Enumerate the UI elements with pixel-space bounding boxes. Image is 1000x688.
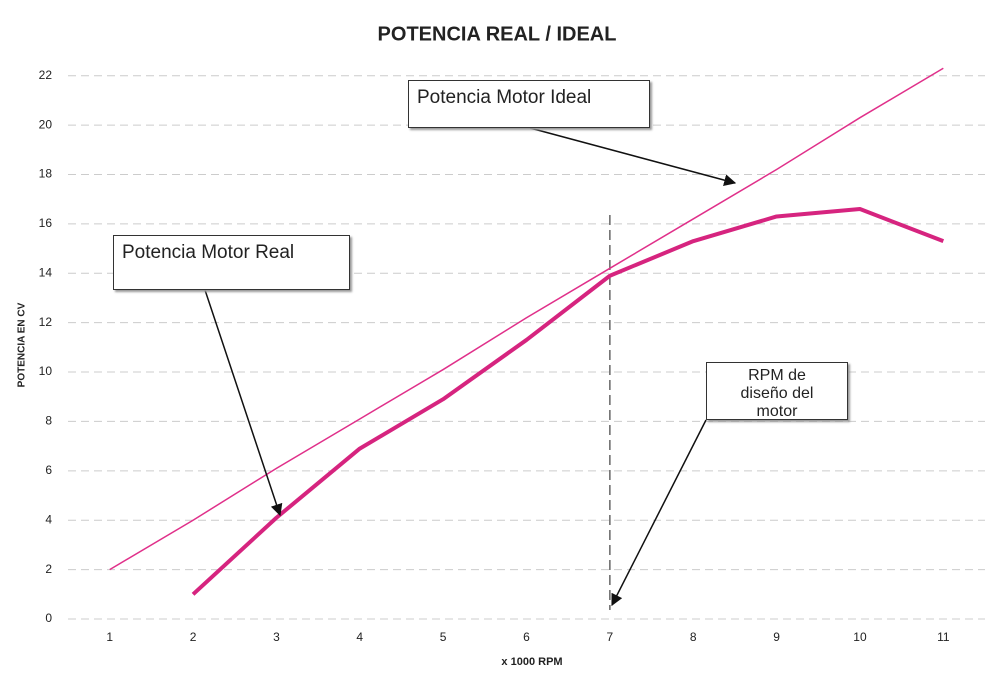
y-tick-label: 10 — [39, 364, 53, 378]
y-tick-label: 20 — [39, 117, 53, 131]
y-tick-label: 22 — [39, 68, 53, 82]
y-tick-label: 2 — [45, 562, 52, 576]
x-tick-label: 6 — [523, 630, 530, 644]
series-line — [109, 67, 944, 571]
x-tick-label: 5 — [440, 630, 447, 644]
y-tick-label: 14 — [39, 265, 53, 279]
y-tick-label: 0 — [45, 611, 52, 625]
x-tick-label: 7 — [607, 630, 614, 644]
x-tick-label: 11 — [937, 630, 950, 644]
y-tick-label: 18 — [39, 167, 53, 181]
y-tick-label: 8 — [45, 414, 52, 428]
x-tick-label: 10 — [853, 630, 867, 644]
x-tick-label: 2 — [190, 630, 197, 644]
series-line — [191, 207, 945, 596]
chart-title: POTENCIA REAL / IDEAL — [378, 23, 617, 45]
arrow — [529, 127, 737, 186]
x-tick-label: 4 — [356, 630, 363, 644]
annotation-box: Potencia Motor Real — [113, 235, 350, 290]
annotation-box: Potencia Motor Ideal — [408, 80, 650, 128]
x-tick-label: 1 — [106, 630, 113, 644]
arrow — [611, 419, 707, 607]
annotation-box: RPM de diseño del motor — [706, 362, 848, 420]
y-axis-label: POTENCIA EN CV — [17, 302, 28, 387]
arrows — [204, 127, 737, 607]
arrow — [204, 289, 283, 517]
y-tick-label: 16 — [39, 216, 53, 230]
y-tick-label: 6 — [45, 463, 52, 477]
x-tick-label: 9 — [773, 630, 780, 644]
y-tick-label: 12 — [39, 315, 53, 329]
x-axis-label: x 1000 RPM — [501, 656, 562, 668]
y-tick-label: 4 — [45, 512, 52, 526]
x-tick-label: 8 — [690, 630, 697, 644]
x-tick-label: 3 — [273, 630, 280, 644]
